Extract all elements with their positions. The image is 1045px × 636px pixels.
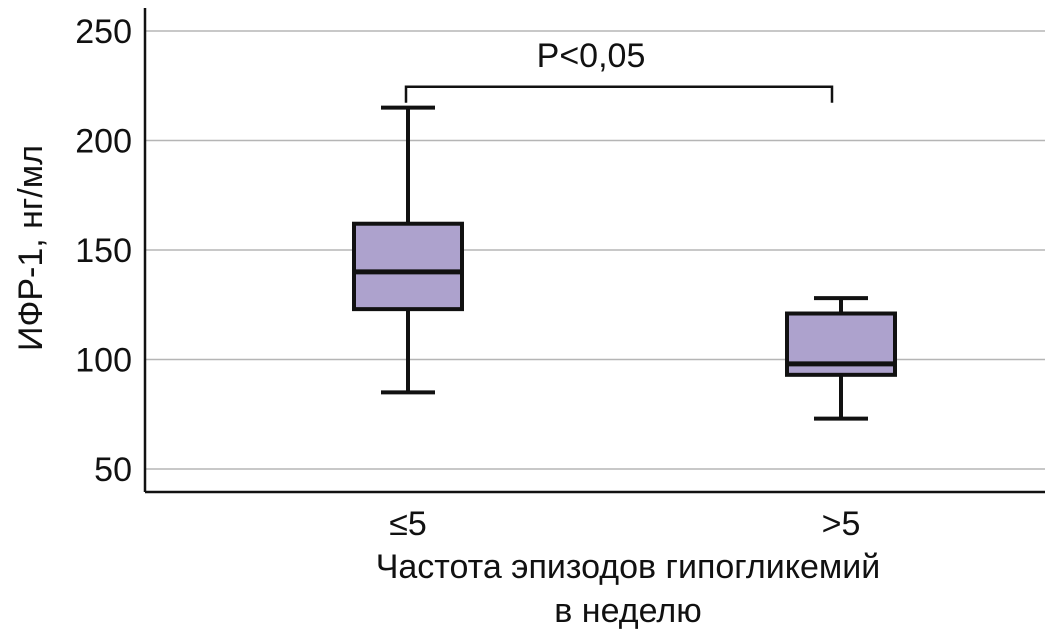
x-axis-title-line1: Частота эпизодов гипогликемий	[376, 548, 881, 586]
x-category-label-1: ≤5	[389, 505, 427, 543]
y-tick-label-250: 250	[75, 13, 132, 51]
box-group-1	[352, 105, 464, 395]
y-tick-label-100: 100	[75, 342, 132, 380]
significance-label: P<0,05	[537, 37, 646, 75]
boxes	[352, 105, 897, 421]
x-category-labels: ≤5 >5	[389, 505, 860, 543]
gridlines	[145, 30, 1045, 470]
x-axis-title-line2: в неделю	[554, 592, 701, 630]
iqr-box	[352, 221, 464, 312]
y-tick-labels: 50 100 150 200 250	[75, 13, 132, 489]
y-tick-label-200: 200	[75, 123, 132, 161]
significance-bracket	[404, 85, 834, 103]
y-tick-label-150: 150	[75, 232, 132, 270]
y-tick-label-50: 50	[94, 451, 132, 489]
box-group-2	[785, 296, 897, 421]
axes	[143, 8, 1045, 494]
x-category-label-2: >5	[822, 505, 861, 543]
y-axis-title: ИФР-1, нг/мл	[12, 145, 50, 351]
significance-annotation: P<0,05	[404, 37, 834, 103]
